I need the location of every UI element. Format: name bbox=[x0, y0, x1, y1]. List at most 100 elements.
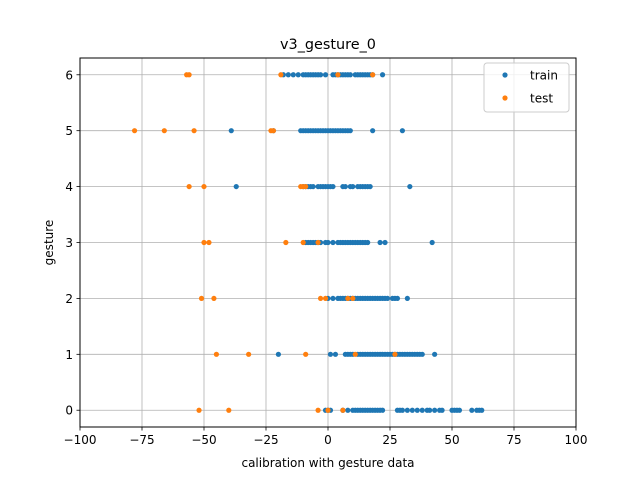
x-axis-ticks: −100 −75 −50 −25 0 25 50 75 100 bbox=[64, 427, 588, 447]
y-axis-label: gesture bbox=[42, 220, 56, 266]
test-point bbox=[370, 72, 376, 78]
test-point bbox=[300, 239, 306, 246]
train-point bbox=[342, 183, 348, 190]
train-point bbox=[429, 239, 435, 246]
train-point bbox=[345, 407, 351, 413]
test-point bbox=[186, 183, 192, 190]
train-point bbox=[404, 407, 410, 413]
test-point bbox=[278, 72, 284, 78]
train-point bbox=[365, 239, 371, 246]
test-point bbox=[303, 351, 309, 357]
test-point bbox=[392, 351, 398, 357]
test-point bbox=[198, 295, 205, 302]
x-tick-label: 50 bbox=[444, 433, 459, 447]
y-tick-label: 4 bbox=[65, 180, 73, 194]
test-point bbox=[322, 295, 329, 302]
x-axis-label: calibration with gesture data bbox=[241, 456, 414, 470]
x-tick-label: 100 bbox=[565, 433, 588, 447]
train-point bbox=[327, 351, 334, 357]
test-point bbox=[317, 295, 324, 302]
test-point bbox=[206, 239, 212, 246]
test-point bbox=[211, 295, 217, 302]
y-tick-label: 2 bbox=[65, 292, 73, 306]
data-points bbox=[131, 72, 485, 413]
test-point bbox=[303, 183, 309, 190]
test-point bbox=[350, 295, 356, 302]
train-point bbox=[419, 351, 425, 357]
test-point bbox=[340, 407, 346, 413]
x-tick-label: −100 bbox=[64, 433, 97, 447]
y-tick-label: 1 bbox=[65, 348, 73, 362]
train-point bbox=[427, 407, 433, 413]
train-point bbox=[310, 183, 316, 190]
train-point bbox=[285, 72, 291, 78]
test-point bbox=[325, 407, 331, 413]
train-point bbox=[295, 72, 301, 78]
train-point bbox=[228, 128, 234, 134]
test-point bbox=[246, 351, 252, 357]
test-point bbox=[345, 295, 351, 302]
legend-label-test: test bbox=[530, 92, 553, 106]
test-point bbox=[315, 407, 321, 413]
train-point bbox=[407, 183, 413, 190]
train-point bbox=[350, 183, 356, 190]
test-point bbox=[315, 239, 321, 246]
train-point bbox=[394, 295, 401, 302]
train-point bbox=[419, 407, 425, 413]
x-tick-label: −75 bbox=[129, 433, 154, 447]
train-point bbox=[377, 239, 383, 246]
x-tick-label: 0 bbox=[324, 433, 332, 447]
test-point bbox=[201, 183, 207, 190]
train-point bbox=[332, 351, 339, 357]
train-point bbox=[370, 128, 376, 134]
legend: train test bbox=[483, 62, 570, 113]
train-point bbox=[379, 407, 386, 413]
train-point bbox=[439, 407, 445, 413]
test-point bbox=[161, 128, 167, 134]
chart-title: v3_gesture_0 bbox=[280, 37, 376, 53]
test-point bbox=[335, 72, 341, 78]
x-tick-label: 75 bbox=[506, 433, 521, 447]
train-point bbox=[325, 239, 331, 246]
test-point bbox=[191, 128, 197, 134]
legend-label-train: train bbox=[530, 69, 558, 83]
train-point bbox=[322, 72, 329, 78]
train-point bbox=[384, 295, 391, 302]
train-point bbox=[456, 407, 463, 413]
train-point bbox=[409, 407, 415, 413]
y-axis-ticks: 0 1 2 3 4 5 6 bbox=[65, 68, 80, 418]
train-point bbox=[290, 72, 296, 78]
test-point bbox=[131, 128, 138, 134]
train-point bbox=[399, 128, 405, 134]
train-point bbox=[479, 407, 485, 413]
train-point bbox=[432, 407, 438, 413]
test-point bbox=[213, 351, 219, 357]
train-point bbox=[330, 295, 336, 302]
train-point bbox=[382, 239, 388, 246]
test-point bbox=[352, 351, 358, 357]
train-point bbox=[399, 407, 405, 413]
train-point bbox=[404, 295, 410, 302]
train-point bbox=[379, 72, 386, 78]
train-point bbox=[317, 72, 324, 78]
train-point bbox=[347, 72, 353, 78]
train-point bbox=[347, 128, 353, 134]
test-point bbox=[270, 128, 277, 134]
train-point bbox=[330, 183, 336, 190]
test-point bbox=[201, 239, 207, 246]
test-point bbox=[186, 72, 192, 78]
y-tick-label: 6 bbox=[65, 68, 73, 82]
train-point bbox=[469, 407, 475, 413]
train-point bbox=[330, 239, 336, 246]
train-point bbox=[367, 183, 373, 190]
x-tick-label: −25 bbox=[253, 433, 278, 447]
train-point bbox=[432, 351, 438, 357]
train-point bbox=[275, 351, 281, 357]
legend-marker-train bbox=[502, 72, 508, 78]
series-test bbox=[131, 72, 398, 413]
test-point bbox=[283, 239, 289, 246]
x-tick-label: −50 bbox=[191, 433, 216, 447]
y-tick-label: 5 bbox=[65, 124, 73, 138]
